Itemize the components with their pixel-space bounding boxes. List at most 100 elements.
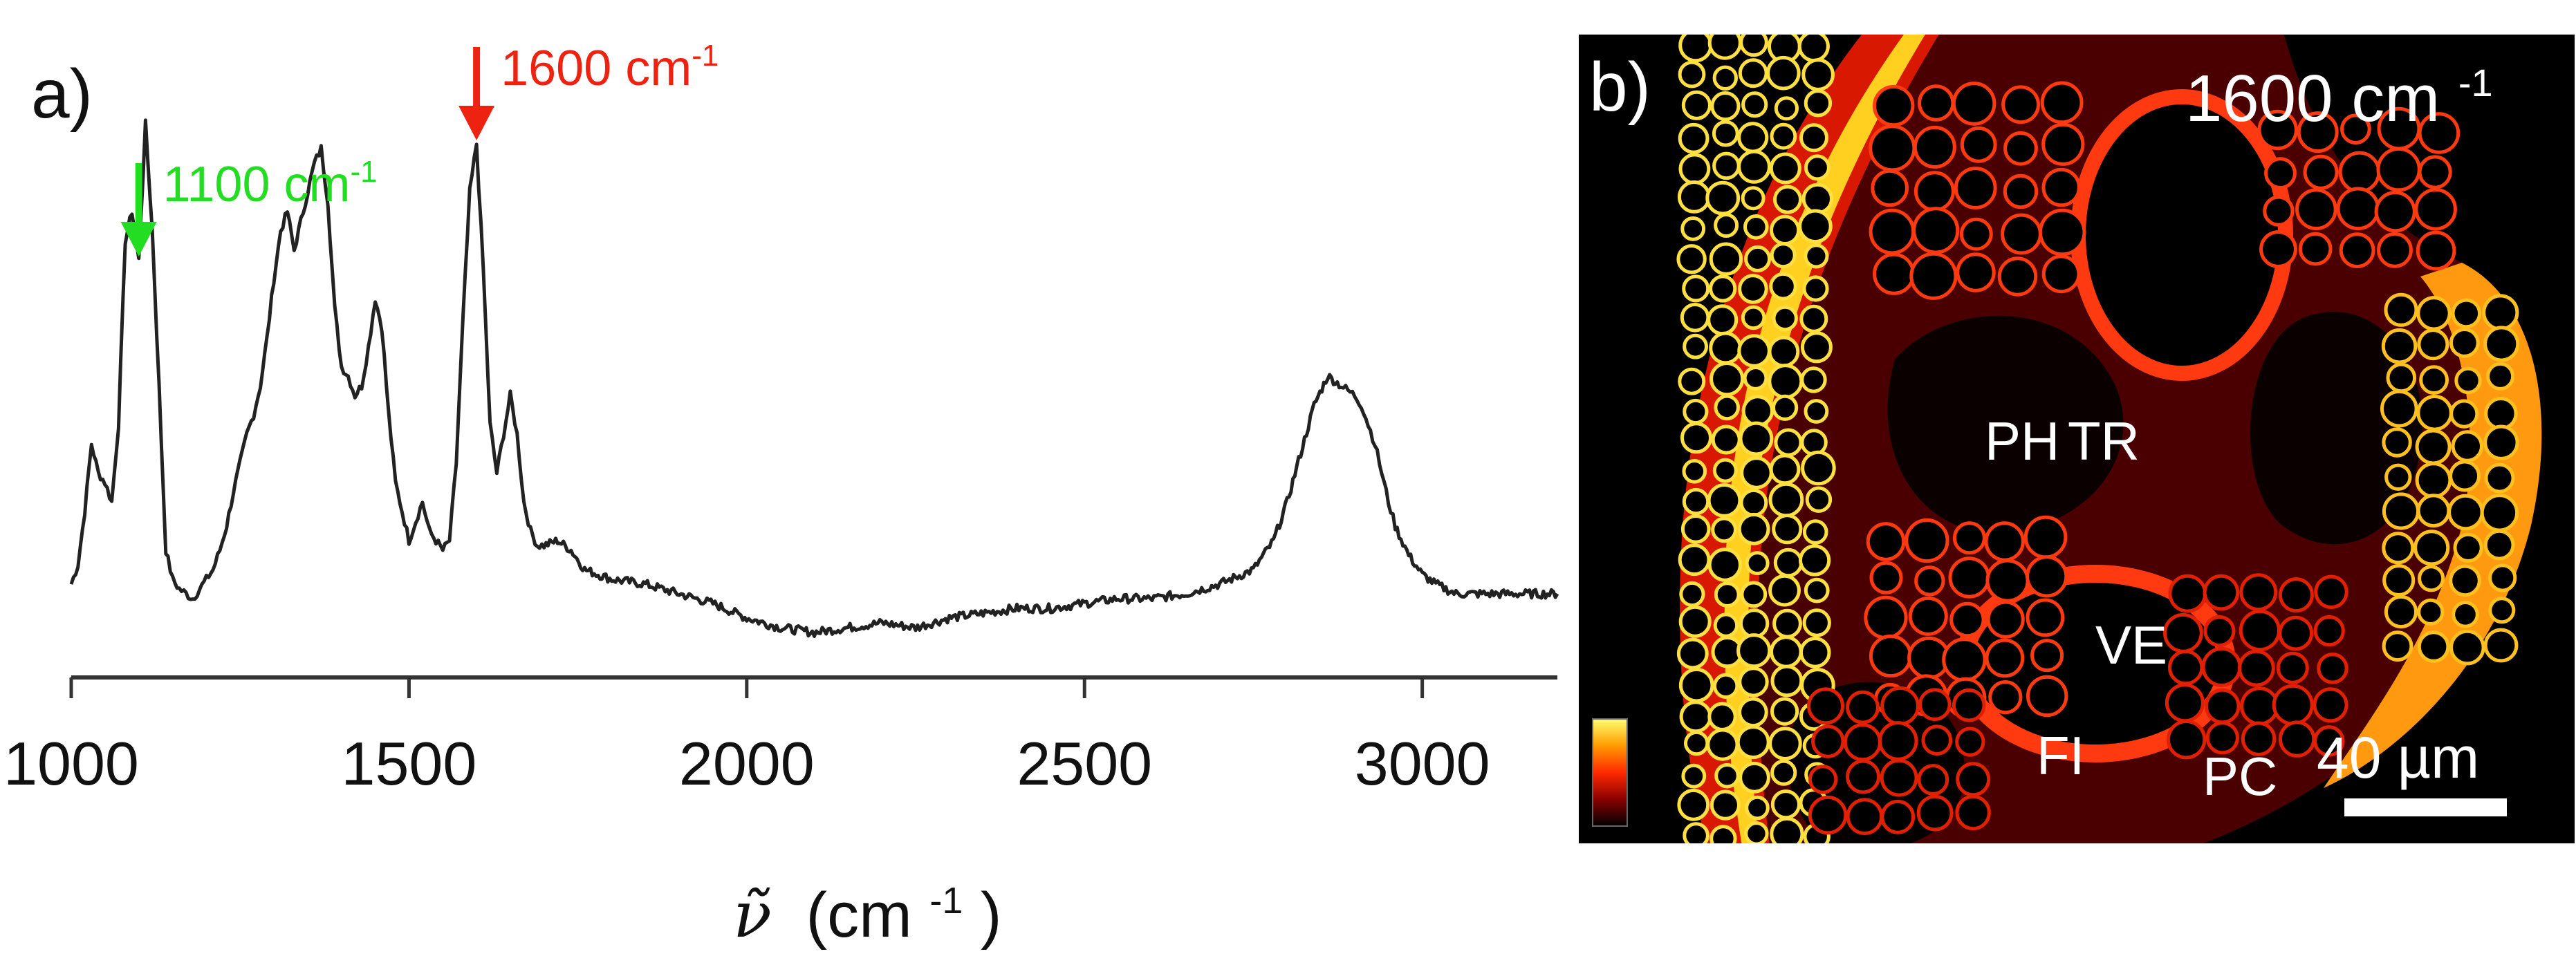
cell-wall [1684,730,1709,756]
cell-wall [1768,574,1801,607]
cell-wall [1770,242,1797,269]
cell-wall [1770,664,1804,697]
cell-wall [1878,721,1918,761]
cell-wall [2317,653,2348,684]
cell-wall [2415,462,2452,498]
cell-wall [1799,123,1828,153]
cell-wall [1959,217,1993,251]
cell-wall [2303,154,2339,190]
cell-wall [2380,389,2418,428]
cell-wall [2384,292,2418,327]
panel-b-title-text: 1600 cm [2185,62,2440,135]
cell-wall [1801,182,1834,215]
x-axis-ticks: 1000 1500 2000 2500 3000 [3,677,1490,798]
cell-wall [1908,596,1948,636]
cell-wall [2416,494,2451,528]
cell-wall [2415,429,2452,465]
cell-wall [2374,191,2416,233]
cell-wall [2168,574,2207,613]
cell-wall [1678,605,1712,638]
cell-wall [2041,254,2081,294]
panel-b-title-exp: -1 [2458,61,2493,104]
cell-wall [1997,256,2038,297]
cell-wall [1737,122,1769,153]
cell-wall [1766,55,1801,91]
region-label-fi: FI [2037,725,2084,786]
cell-wall [2417,328,2449,361]
cell-wall [1866,522,1906,561]
cell-wall [2453,532,2483,563]
cell-wall [1801,58,1835,91]
panel-a-label: a) [31,55,93,133]
cell-wall [2259,230,2297,268]
cell-wall [1871,169,1909,207]
cell-wall [2240,686,2279,726]
cell-wall [1681,763,1707,789]
phloem-dark-region [1887,315,2124,533]
cell-wall [1738,697,1768,728]
cell-wall [1769,272,1797,301]
cell-wall [2168,649,2204,686]
cell-wall [1713,612,1739,638]
cell-wall [2276,651,2309,684]
cell-wall [2413,530,2450,566]
cell-wall [1736,725,1770,760]
cell-wall [2418,112,2461,154]
cell-wall [2484,462,2515,494]
cell-wall [2023,515,2068,559]
cell-wall [1739,608,1770,639]
cell-wall [1864,595,1908,640]
panel-b-raman-image: b) 1600 cm -1 PH TR VE FI PC 40 µm [1579,35,2575,843]
cell-wall [1811,724,1845,758]
cell-wall [1799,304,1828,333]
cell-wall [1805,486,1833,513]
cell-wall [1682,487,1710,516]
cell-wall [1707,702,1737,731]
scalebar-label: 40 µm [2317,725,2479,790]
cell-wall [1921,724,1953,756]
cell-wall [1740,456,1773,489]
cell-wall [2483,424,2519,460]
cell-wall [1682,274,1710,303]
cell-wall [1800,429,1828,456]
cell-wall [1738,666,1769,697]
cell-wall [1744,245,1772,272]
cell-wall [1846,690,1880,724]
cell-wall [2488,597,2516,624]
cell-wall [1869,208,1916,255]
cell-wall [1741,305,1766,330]
cell-wall [1745,551,1770,576]
cell-wall [1984,521,2025,562]
cell-wall [1710,91,1741,122]
fiber-band-right [2324,263,2542,788]
cell-wall [2451,430,2484,462]
cell-wall [1804,89,1833,118]
region-label-pc: PC [2203,746,2277,807]
cell-wall [2166,720,2207,760]
cell-wall [2297,111,2339,153]
cell-wall [2482,294,2519,331]
cell-wall [1709,362,1745,397]
cell-wall [2003,131,2038,166]
cell-wall [1948,556,1990,599]
cell-wall [1942,637,1987,682]
cell-wall [2030,639,2064,673]
cell-wall [2382,427,2412,458]
cell-wall [1952,688,1986,722]
cell-wall [1681,90,1712,120]
scalebar [2344,798,2507,816]
cell-wall [1769,453,1801,485]
cell-wall [1770,122,1797,150]
cell-wall [1799,544,1831,577]
cell-wall [1869,561,1903,594]
panel-a-spectrum: a) 1000 1500 2000 2500 3000 1100 cm-1 1600 cm… [3,39,1559,952]
cell-wall [2026,555,2068,598]
peak-arrow-head [458,106,495,140]
cell-wall [2386,362,2417,393]
x-tick-label: 3000 [1355,729,1490,798]
cell-wall [1713,673,1739,699]
cell-wall [1709,274,1737,303]
cell-wall [2416,296,2452,331]
cell-wall [1680,303,1710,333]
cell-wall [2278,577,2314,613]
